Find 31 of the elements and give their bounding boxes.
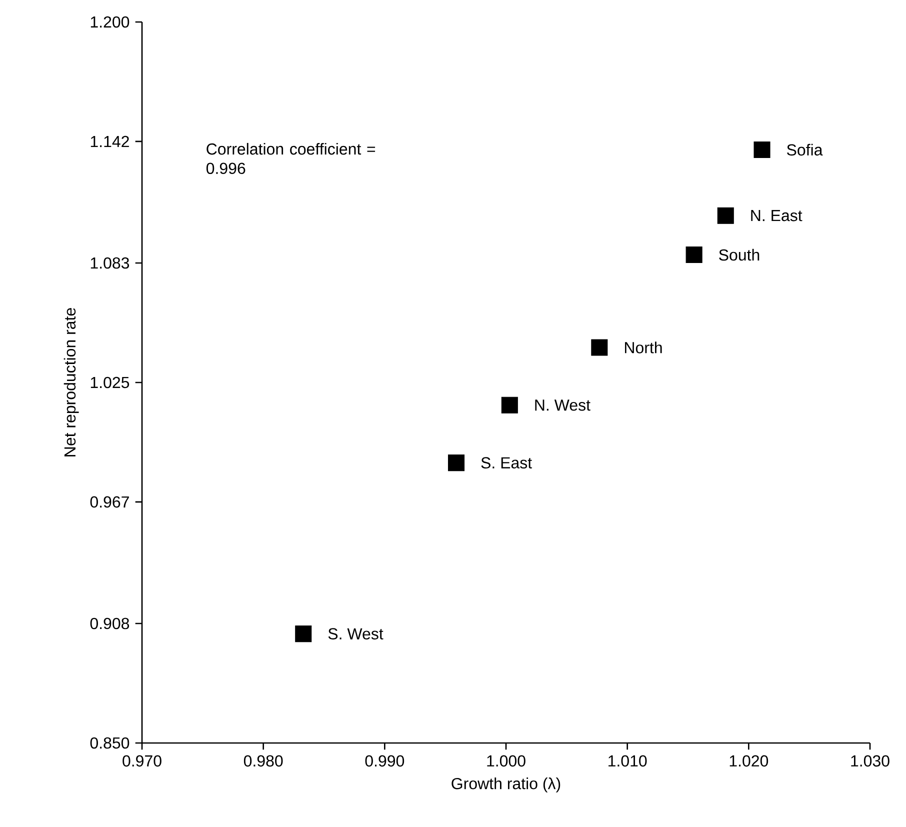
y-tick-label: 1.142 xyxy=(90,136,129,148)
annotation: Sofia xyxy=(787,144,823,156)
y-tick-label: 1.200 xyxy=(90,16,130,28)
point xyxy=(754,141,770,158)
x-tick-label: 0.990 xyxy=(365,755,404,767)
x-tick-label: 0.970 xyxy=(122,755,162,767)
x-tick-label: 1.020 xyxy=(730,755,768,767)
point xyxy=(295,626,312,642)
y-tick-label: 1.025 xyxy=(90,376,130,388)
y-tick-label: 1.083 xyxy=(90,257,130,269)
annotation: S. West xyxy=(328,628,384,640)
annotation: N. East xyxy=(751,210,802,222)
x-tick-label: 0.980 xyxy=(244,755,283,767)
y-axis-title: Net reproduction rate xyxy=(64,308,79,456)
y-tick-label: 0.967 xyxy=(90,496,129,508)
point xyxy=(717,207,734,224)
annotation: S. East xyxy=(481,457,532,468)
annotation: N. West xyxy=(535,400,590,411)
x-tick-label: 1.030 xyxy=(851,755,890,767)
point xyxy=(448,454,465,472)
point xyxy=(591,339,608,356)
x-tick-label: 1.010 xyxy=(608,755,647,767)
point xyxy=(501,396,518,414)
annotation: South xyxy=(719,248,760,261)
x-axis-title: Growth ratio (λ) xyxy=(452,778,560,792)
y-tick-label: 0.908 xyxy=(90,618,130,630)
annotation: Correlation coefficient = 0.996 xyxy=(206,142,376,174)
point xyxy=(686,246,702,264)
x-tick-label: 1.000 xyxy=(487,755,526,767)
y-tick-label: 0.850 xyxy=(90,737,130,749)
annotation: North xyxy=(625,342,662,354)
